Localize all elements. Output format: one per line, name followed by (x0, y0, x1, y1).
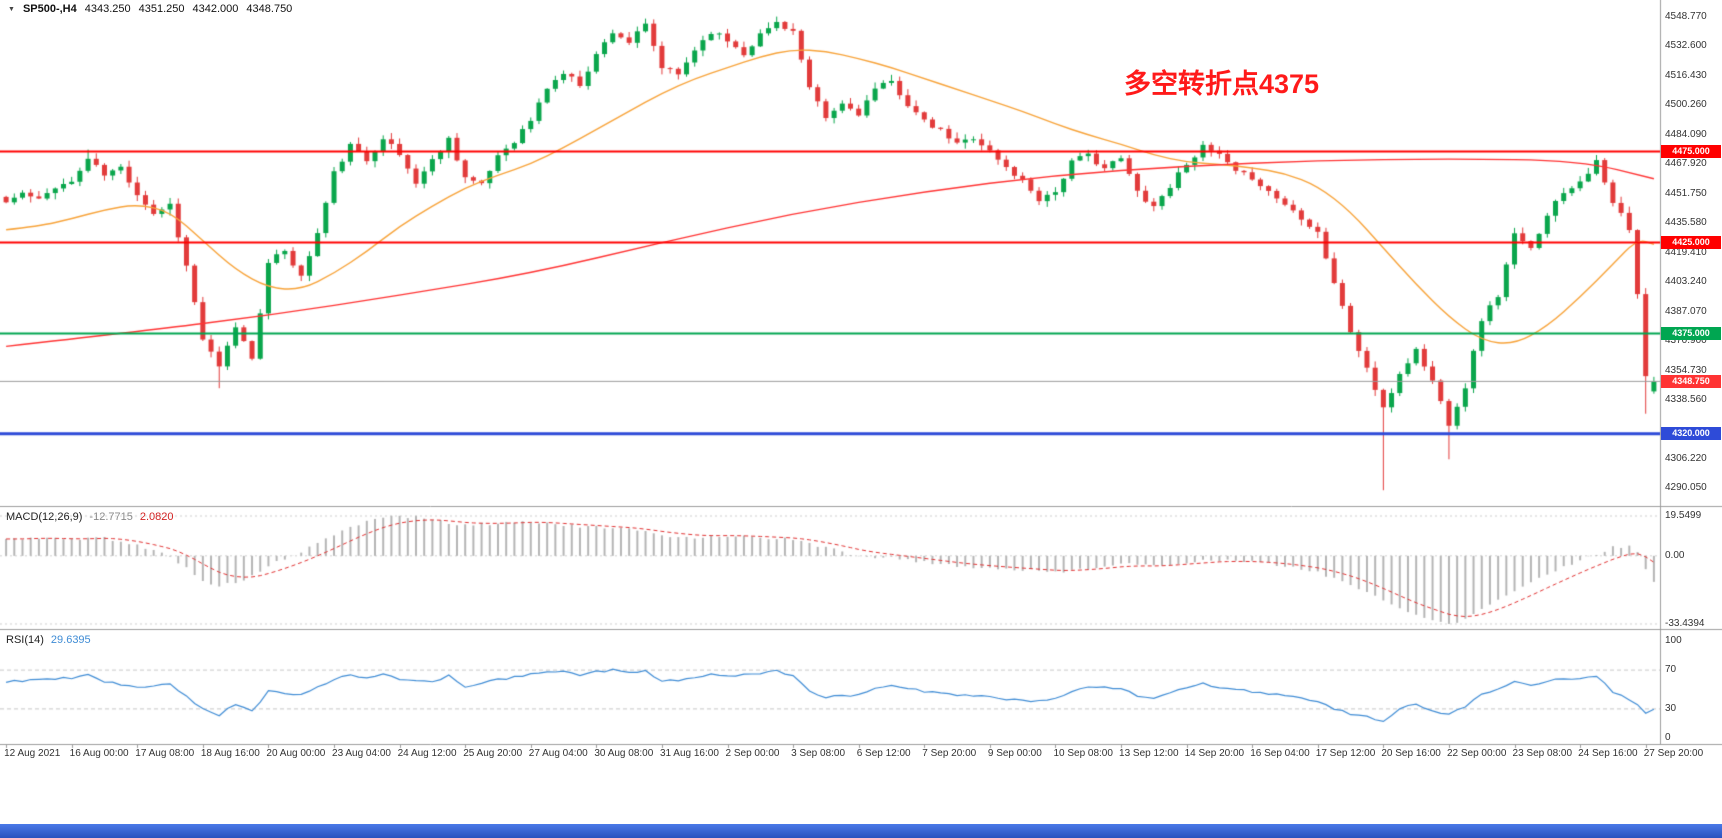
rsi-value: 29.6395 (50, 634, 91, 646)
chart-marker-icon: ▼ (8, 5, 15, 13)
macd-label: MACD(12,26,9) -12.7715 2.0820 (6, 511, 174, 523)
macd-title: MACD(12,26,9) (6, 511, 83, 523)
ohlc-low: 4342.000 (192, 3, 239, 15)
taskbar[interactable] (0, 824, 1722, 838)
ohlc-close: 4348.750 (246, 3, 293, 15)
rsi-label: RSI(14) 29.6395 (6, 634, 91, 646)
chart-annotation: 多空转折点4375 (1124, 69, 1320, 99)
symbol-info: ▼ SP500-,H4 4343.250 4351.250 4342.000 4… (8, 3, 292, 15)
macd-main-value: -12.7715 (89, 511, 133, 523)
macd-signal-value: 2.0820 (139, 511, 174, 523)
ohlc-high: 4351.250 (138, 3, 185, 15)
rsi-title: RSI(14) (6, 634, 44, 646)
symbol-title: SP500-,H4 (22, 3, 77, 15)
ohlc-open: 4343.250 (84, 3, 131, 15)
